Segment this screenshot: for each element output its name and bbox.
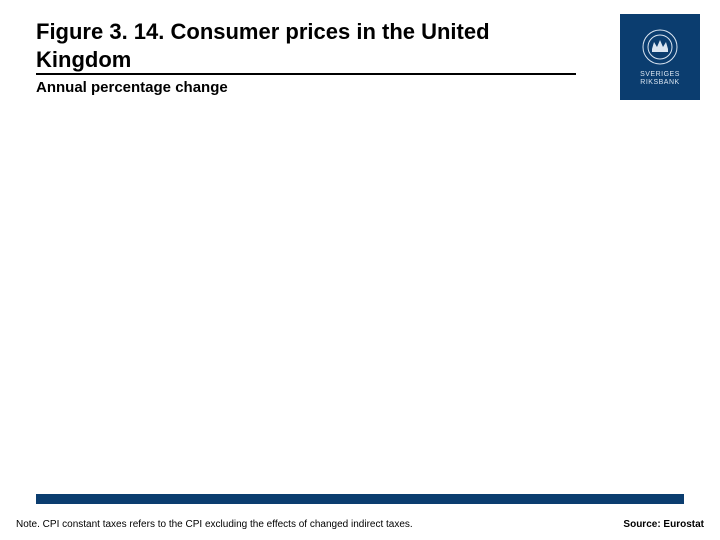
title-block: Figure 3. 14. Consumer prices in the Uni…	[36, 18, 576, 75]
slide-root: Figure 3. 14. Consumer prices in the Uni…	[0, 0, 720, 540]
logo-text: SVERIGES RIKSBANK	[640, 71, 680, 86]
bottom-accent-bar	[36, 494, 684, 504]
logo-text-line1: SVERIGES	[640, 71, 680, 79]
footer-note: Note. CPI constant taxes refers to the C…	[16, 519, 413, 530]
footer-block: Note. CPI constant taxes refers to the C…	[16, 519, 704, 530]
footer-source: Source: Eurostat	[623, 519, 704, 530]
header-block: Figure 3. 14. Consumer prices in the Uni…	[36, 18, 684, 96]
riksbank-logo: SVERIGES RIKSBANK	[620, 14, 700, 100]
figure-subtitle: Annual percentage change	[36, 79, 684, 96]
logo-text-line2: RIKSBANK	[640, 79, 680, 87]
crown-icon	[640, 27, 680, 67]
figure-title: Figure 3. 14. Consumer prices in the Uni…	[36, 18, 576, 73]
